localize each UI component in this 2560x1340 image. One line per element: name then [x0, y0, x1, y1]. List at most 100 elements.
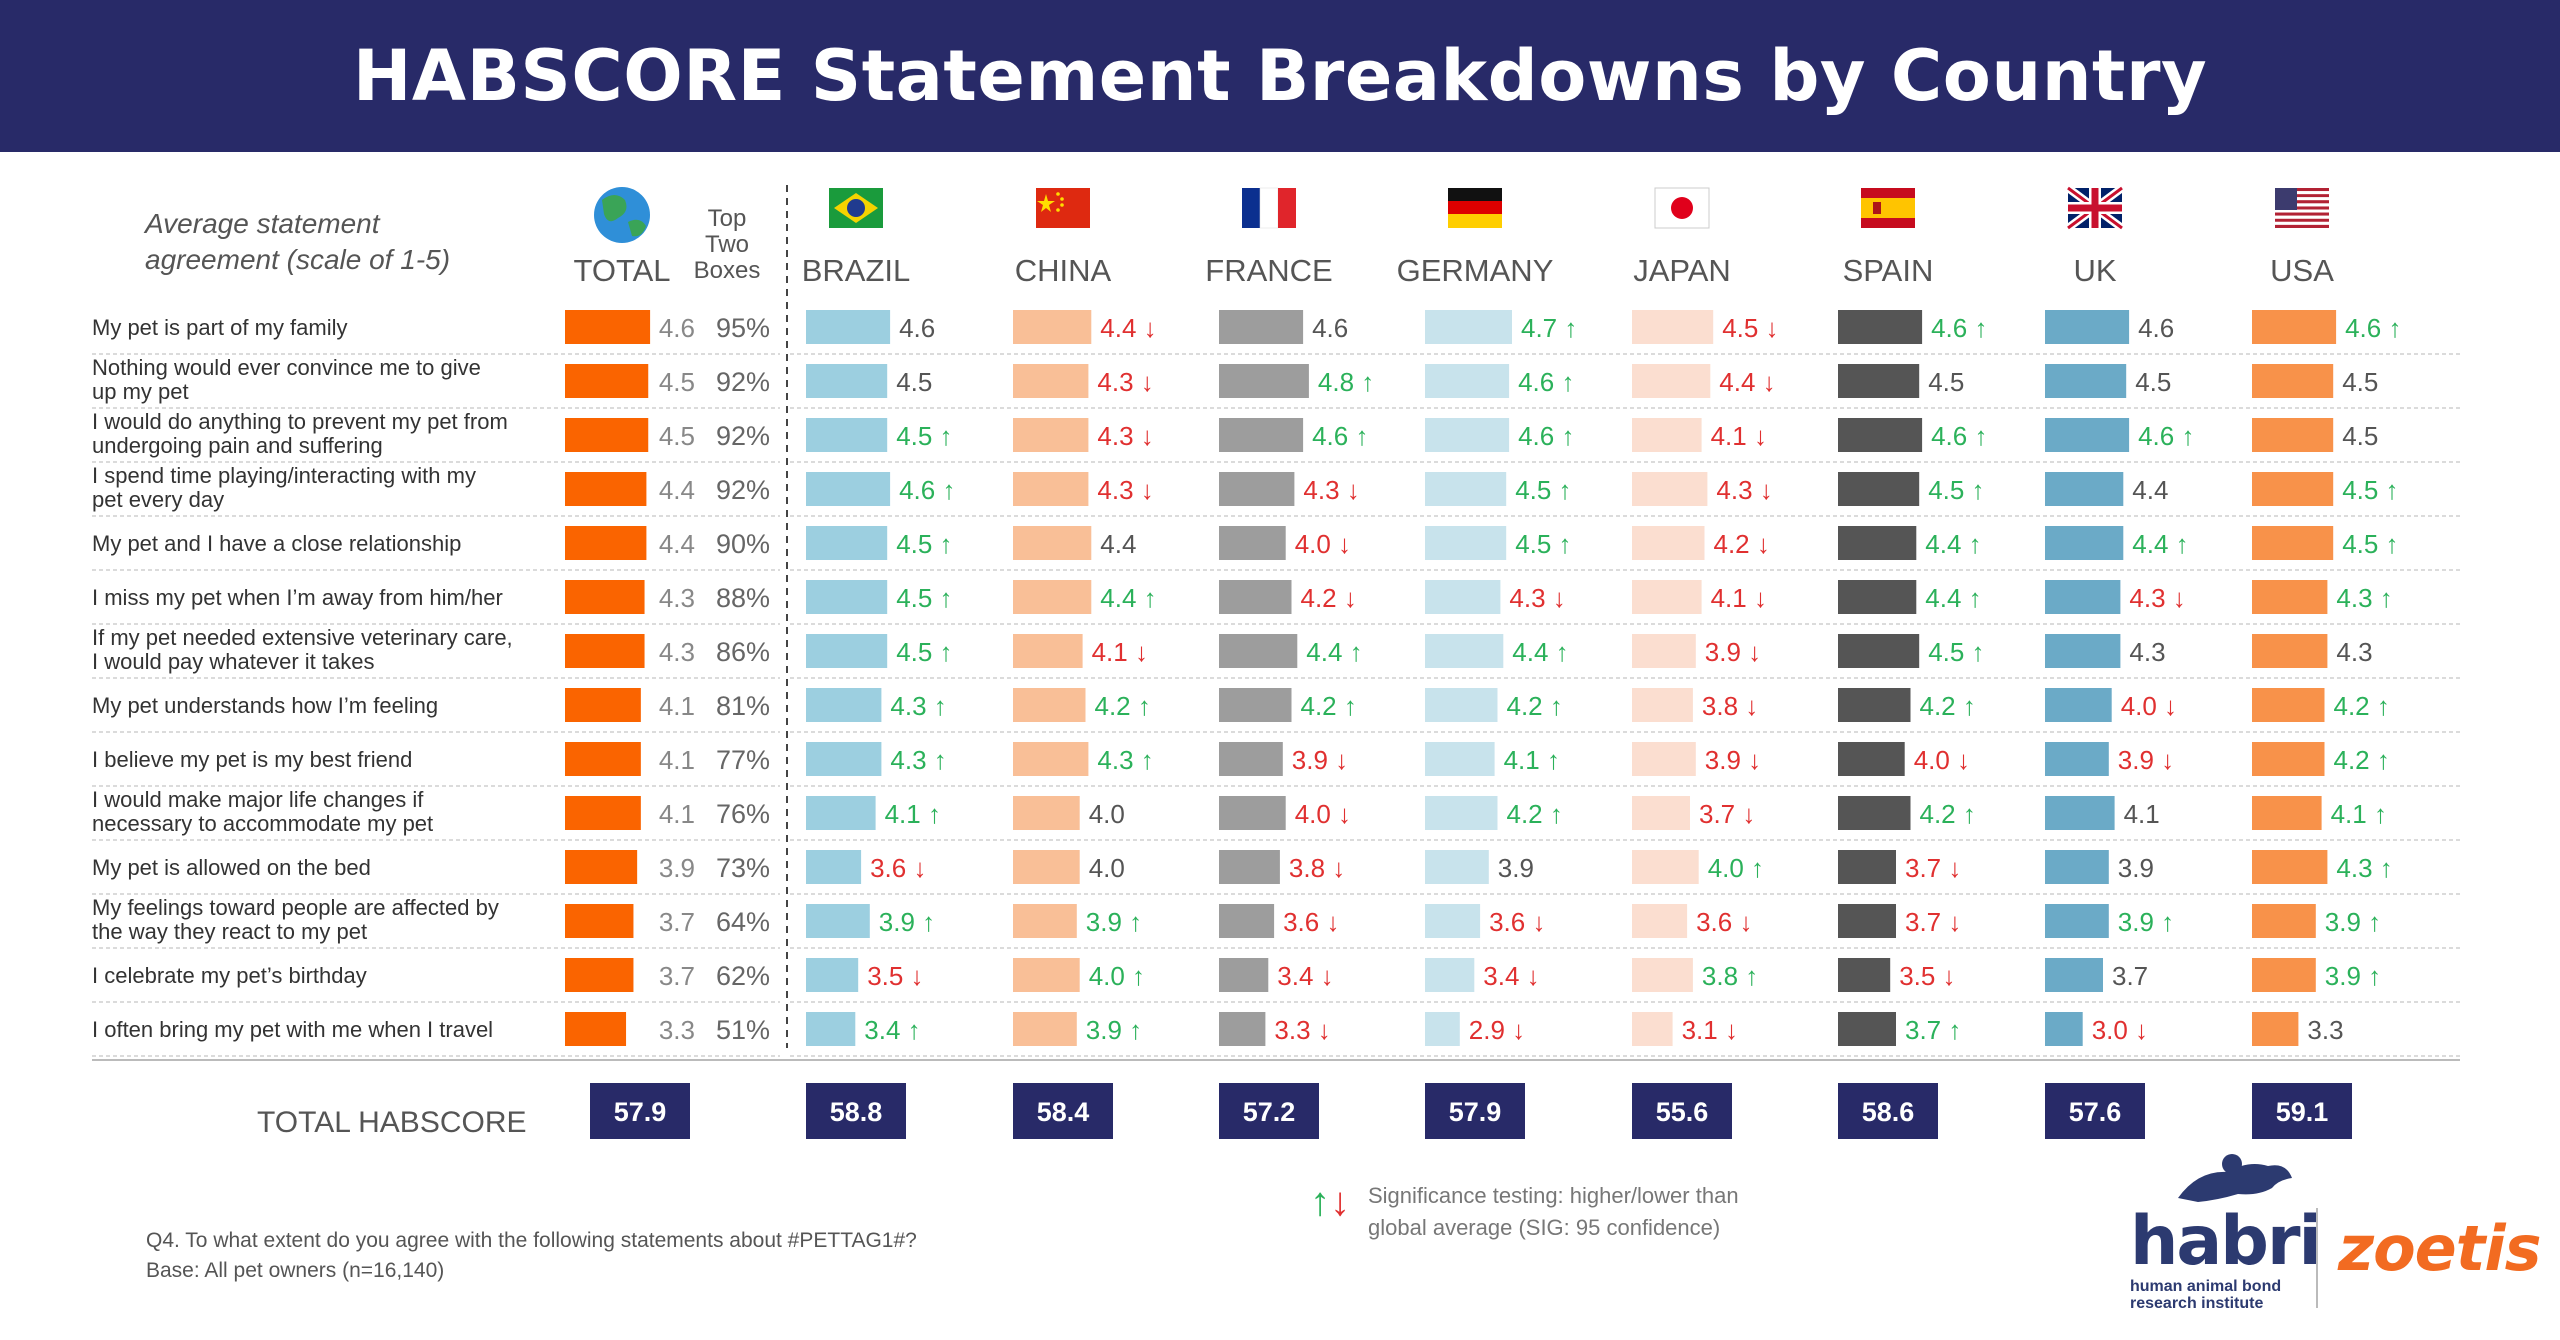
- country-header: JAPAN: [1633, 253, 1731, 288]
- country-value: 4.3 ↑: [890, 691, 946, 721]
- country-value: 3.3: [2307, 1015, 2343, 1045]
- total-bar: [565, 1012, 627, 1046]
- statement-label: My feelings toward people are affected b…: [92, 895, 499, 920]
- country-value: 4.4 ↑: [2132, 529, 2188, 559]
- country-value: 3.9 ↑: [879, 907, 935, 937]
- statement-row: I spend time playing/interacting with my…: [92, 463, 2460, 517]
- chart-subtitle: Average statement: [143, 208, 381, 239]
- country-value: 3.6 ↓: [1283, 907, 1339, 937]
- country-bar: [1013, 958, 1080, 992]
- country-bar: [806, 904, 870, 938]
- country-bar: [1013, 796, 1080, 830]
- total-value: 4.3: [659, 637, 695, 667]
- top-two-value: 64%: [716, 907, 770, 937]
- country-value: 3.4 ↑: [864, 1015, 920, 1045]
- country-value: 4.1 ↓: [1711, 583, 1767, 613]
- country-bar: [1838, 526, 1917, 560]
- statement-label: the way they react to my pet: [92, 919, 367, 944]
- country-bar: [2045, 364, 2127, 398]
- country-bar: [1838, 1012, 1896, 1046]
- country-value: 3.8 ↓: [1702, 691, 1758, 721]
- country-value: 4.0: [1089, 853, 1125, 883]
- country-value: 4.0 ↑: [1089, 961, 1145, 991]
- country-bar: [1219, 742, 1283, 776]
- country-bar: [1013, 418, 1089, 452]
- country-value: 4.6: [899, 313, 935, 343]
- total-bar: [565, 580, 645, 614]
- country-value: 3.6 ↓: [870, 853, 926, 883]
- total-value: 4.5: [659, 367, 695, 397]
- country-value: 4.2 ↑: [1507, 691, 1563, 721]
- country-value: 4.3 ↓: [1097, 421, 1153, 451]
- country-value: 4.5 ↓: [1722, 313, 1778, 343]
- country-bar: [1219, 418, 1304, 452]
- country-bar: [1632, 580, 1702, 614]
- country-bar: [1632, 688, 1693, 722]
- country-bar: [1425, 958, 1475, 992]
- statement-label: necessary to accommodate my pet: [92, 811, 433, 836]
- country-bar: [806, 688, 882, 722]
- country-bar: [2252, 904, 2316, 938]
- country-bar: [1838, 472, 1920, 506]
- country-value: 4.4: [1100, 529, 1136, 559]
- france-flag-icon: [1242, 187, 1296, 229]
- country-bar: [1425, 310, 1512, 344]
- statement-label: My pet is part of my family: [92, 315, 348, 340]
- country-bar: [2045, 688, 2112, 722]
- country-bar: [2045, 580, 2121, 614]
- top-two-value: 88%: [716, 583, 770, 613]
- country-bar: [2045, 796, 2115, 830]
- country-value: 4.5: [2135, 367, 2171, 397]
- top-two-header: Two: [705, 231, 749, 258]
- legend-line-1: Significance testing: higher/lower than: [1368, 1183, 1739, 1208]
- page-title: HABSCORE Statement Breakdowns by Country: [352, 35, 2208, 117]
- country-value: 4.3 ↓: [1303, 475, 1359, 505]
- country-bar: [1632, 796, 1690, 830]
- total-value: 3.7: [659, 907, 695, 937]
- country-value: 4.1 ↑: [885, 799, 941, 829]
- total-bar: [565, 418, 649, 452]
- country-bar: [1013, 472, 1089, 506]
- country-bar: [1632, 364, 1711, 398]
- japan-flag-icon: [1654, 187, 1710, 229]
- country-bar: [806, 634, 888, 668]
- country-bar: [2252, 364, 2334, 398]
- country-bar: [2252, 472, 2334, 506]
- title-banner: HABSCORE Statement Breakdowns by Country: [0, 0, 2560, 152]
- country-bar: [2045, 904, 2109, 938]
- total-bar: [565, 796, 641, 830]
- top-two-value: 81%: [716, 691, 770, 721]
- total-value: 4.1: [659, 799, 695, 829]
- country-value: 3.9 ↑: [2325, 907, 2381, 937]
- total-value: 4.5: [659, 421, 695, 451]
- top-two-header: Top: [708, 205, 747, 232]
- logos: habri human animal bond research institu…: [2120, 1150, 2542, 1312]
- country-bar: [1013, 850, 1080, 884]
- country-header: CHINA: [1015, 253, 1112, 288]
- country-value: 4.4 ↑: [1512, 637, 1568, 667]
- statement-label: I miss my pet when I’m away from him/her: [92, 585, 503, 610]
- country-habscore-box: 57.6: [2045, 1083, 2145, 1139]
- country-value: 3.8 ↑: [1702, 961, 1758, 991]
- country-value: 4.1 ↑: [2331, 799, 2387, 829]
- top-two-value: 92%: [716, 421, 770, 451]
- total-bar: [565, 958, 634, 992]
- significance-arrows-icon: ↑↓: [1310, 1180, 1350, 1224]
- country-bar: [1013, 634, 1083, 668]
- statement-row: I miss my pet when I’m away from him/her…: [92, 580, 2460, 625]
- logo-divider: [2316, 1208, 2318, 1308]
- statement-row: I believe my pet is my best friend 4.1 77%…: [92, 742, 2460, 787]
- country-value: 4.2 ↓: [1301, 583, 1357, 613]
- country-value: 4.2 ↑: [2334, 745, 2390, 775]
- country-bar: [1013, 688, 1086, 722]
- total-bar: [565, 472, 647, 506]
- statement-label: If my pet needed extensive veterinary ca…: [92, 625, 513, 650]
- country-bar: [1838, 958, 1891, 992]
- country-value: 4.2 ↑: [1920, 799, 1976, 829]
- country-header: UK: [2073, 253, 2116, 288]
- uk-flag-icon: [2065, 184, 2125, 232]
- country-bar: [2045, 526, 2124, 560]
- country-value: 4.3 ↓: [1097, 475, 1153, 505]
- country-bar: [1632, 904, 1688, 938]
